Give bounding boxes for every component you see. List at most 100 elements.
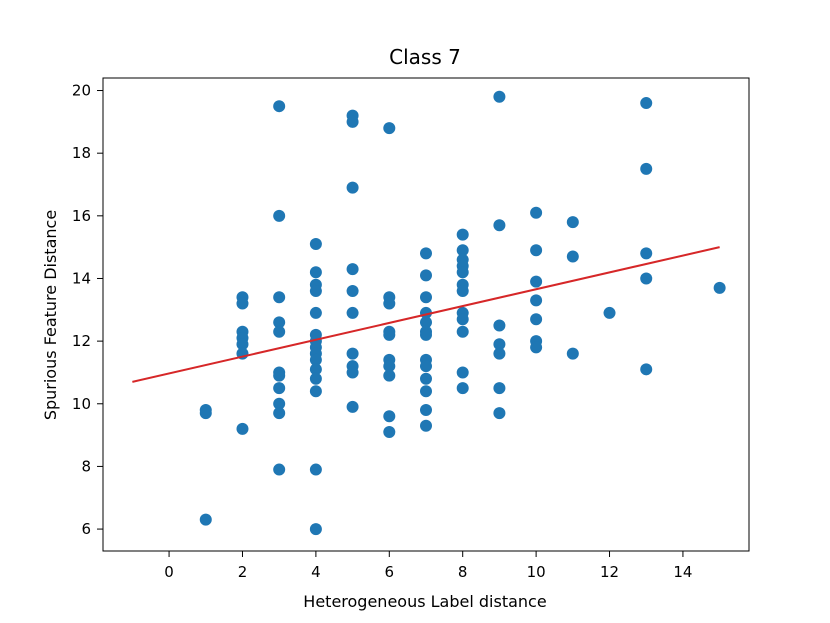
data-point-24 [309, 285, 322, 298]
data-point-102 [640, 272, 653, 285]
x-ticks: 0 2 4 6 8 10 12 14 [164, 551, 692, 581]
data-point-91 [530, 294, 543, 307]
data-point-62 [420, 328, 432, 341]
data-point-82 [493, 219, 506, 232]
x-axis-label: Heterogeneous Label distance [303, 592, 546, 611]
data-point-100 [640, 162, 653, 175]
data-point-95 [566, 216, 579, 229]
data-point-81 [493, 90, 506, 103]
y-tick-label: 12 [72, 332, 91, 350]
data-point-16 [273, 369, 286, 382]
y-tick-label: 6 [81, 520, 91, 538]
y-tick-label: 8 [81, 457, 91, 475]
y-tick-label: 14 [72, 269, 91, 287]
data-point-99 [640, 97, 653, 110]
y-tick-label: 16 [72, 207, 91, 225]
data-point-56 [420, 247, 432, 260]
data-point-1 [199, 407, 212, 420]
data-point-18 [273, 397, 286, 410]
data-point-11 [273, 209, 286, 222]
data-point-41 [346, 306, 359, 319]
data-point-73 [456, 266, 469, 279]
y-tick-label: 20 [72, 82, 91, 100]
data-point-21 [309, 238, 322, 251]
data-point-12 [273, 291, 286, 304]
data-point-69 [456, 228, 469, 241]
data-point-54 [383, 410, 396, 423]
data-point-75 [456, 285, 469, 298]
data-point-44 [346, 366, 359, 379]
data-point-80 [456, 382, 469, 395]
data-point-98 [603, 306, 616, 319]
data-point-84 [493, 338, 506, 351]
data-point-14 [273, 325, 286, 338]
data-point-20 [273, 463, 286, 476]
data-point-90 [530, 275, 543, 288]
points-layer [199, 90, 726, 536]
data-point-38 [346, 181, 359, 194]
data-point-2 [199, 513, 212, 526]
data-point-96 [566, 250, 579, 263]
x-tick-label: 6 [385, 563, 395, 581]
data-point-52 [383, 360, 396, 373]
data-point-60 [420, 316, 432, 329]
y-tick-label: 10 [72, 395, 91, 413]
chart-title: Class 7 [389, 45, 461, 69]
data-point-32 [309, 372, 322, 385]
data-point-46 [383, 122, 396, 135]
data-point-34 [309, 463, 322, 476]
data-point-94 [530, 341, 543, 354]
data-point-48 [383, 297, 396, 310]
x-tick-label: 8 [458, 563, 468, 581]
data-point-33 [309, 385, 322, 398]
data-point-65 [420, 372, 432, 385]
plot-area-frame [102, 77, 750, 552]
data-point-88 [530, 206, 543, 219]
data-point-7 [236, 338, 249, 351]
data-point-78 [456, 325, 469, 338]
data-point-68 [420, 419, 432, 432]
y-tick-label: 18 [72, 144, 91, 162]
data-point-64 [420, 360, 432, 373]
data-point-9 [236, 422, 249, 435]
data-point-4 [236, 297, 249, 310]
y-axis-label: Spurious Feature Distance [41, 210, 60, 420]
data-point-101 [640, 247, 653, 260]
data-point-13 [273, 316, 286, 329]
data-point-85 [493, 347, 506, 360]
x-tick-label: 14 [673, 563, 692, 581]
x-tick-label: 2 [238, 563, 248, 581]
data-point-58 [420, 291, 432, 304]
data-point-30 [309, 353, 322, 366]
data-point-37 [346, 115, 359, 128]
data-point-31 [309, 363, 322, 376]
data-point-77 [456, 313, 469, 326]
data-point-19 [273, 407, 286, 420]
data-point-66 [420, 385, 432, 398]
data-point-104 [713, 281, 726, 294]
x-tick-label: 10 [527, 563, 546, 581]
x-tick-label: 12 [600, 563, 619, 581]
data-point-79 [456, 366, 469, 379]
data-point-87 [493, 407, 506, 420]
data-point-67 [420, 404, 432, 417]
data-point-70 [456, 244, 469, 257]
data-point-83 [493, 319, 506, 332]
data-point-17 [273, 382, 286, 395]
data-point-50 [383, 328, 396, 341]
data-point-53 [383, 369, 396, 382]
data-point-92 [530, 313, 543, 326]
data-point-35 [309, 523, 322, 536]
data-point-86 [493, 382, 506, 395]
data-point-42 [346, 347, 359, 360]
regression-line [132, 246, 720, 383]
y-ticks: 6 8 10 12 14 16 18 20 [72, 82, 103, 538]
data-point-45 [346, 400, 359, 413]
data-point-55 [383, 425, 396, 438]
x-tick-label: 4 [311, 563, 321, 581]
data-point-40 [346, 285, 359, 298]
data-point-39 [346, 263, 359, 276]
x-tick-label: 0 [164, 563, 174, 581]
data-point-10 [273, 100, 286, 113]
